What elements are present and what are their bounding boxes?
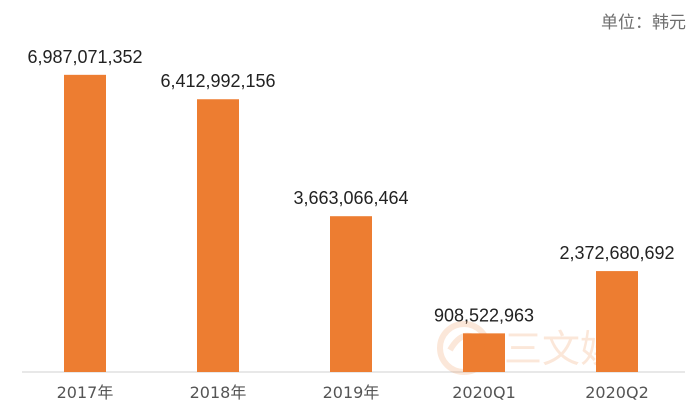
tick-label-4: 2020Q1 <box>452 383 516 402</box>
tick-label-1: 2017年 <box>57 383 114 402</box>
watermark-logo: 三文娱 <box>437 321 618 375</box>
tick-label-3: 2019年 <box>323 383 380 402</box>
bar-1 <box>64 74 106 372</box>
data-label-4: 908,522,963 <box>434 305 534 325</box>
bar-4 <box>463 333 505 372</box>
tick-label-5: 2020Q2 <box>585 383 649 402</box>
unit-label: 单位：韩元 <box>601 13 686 33</box>
watermark-swirl-icon <box>437 321 491 375</box>
tick-label-2: 2018年 <box>190 383 247 402</box>
data-label-2: 6,412,992,156 <box>160 71 275 91</box>
data-label-1: 6,987,071,352 <box>27 47 142 67</box>
data-label-3: 3,663,066,464 <box>293 188 408 208</box>
data-label-5: 2,372,680,692 <box>559 243 674 263</box>
bar-5 <box>596 271 638 372</box>
watermark-text: 三文娱 <box>504 327 618 371</box>
bar-2 <box>197 99 239 373</box>
bar-3 <box>330 216 372 372</box>
